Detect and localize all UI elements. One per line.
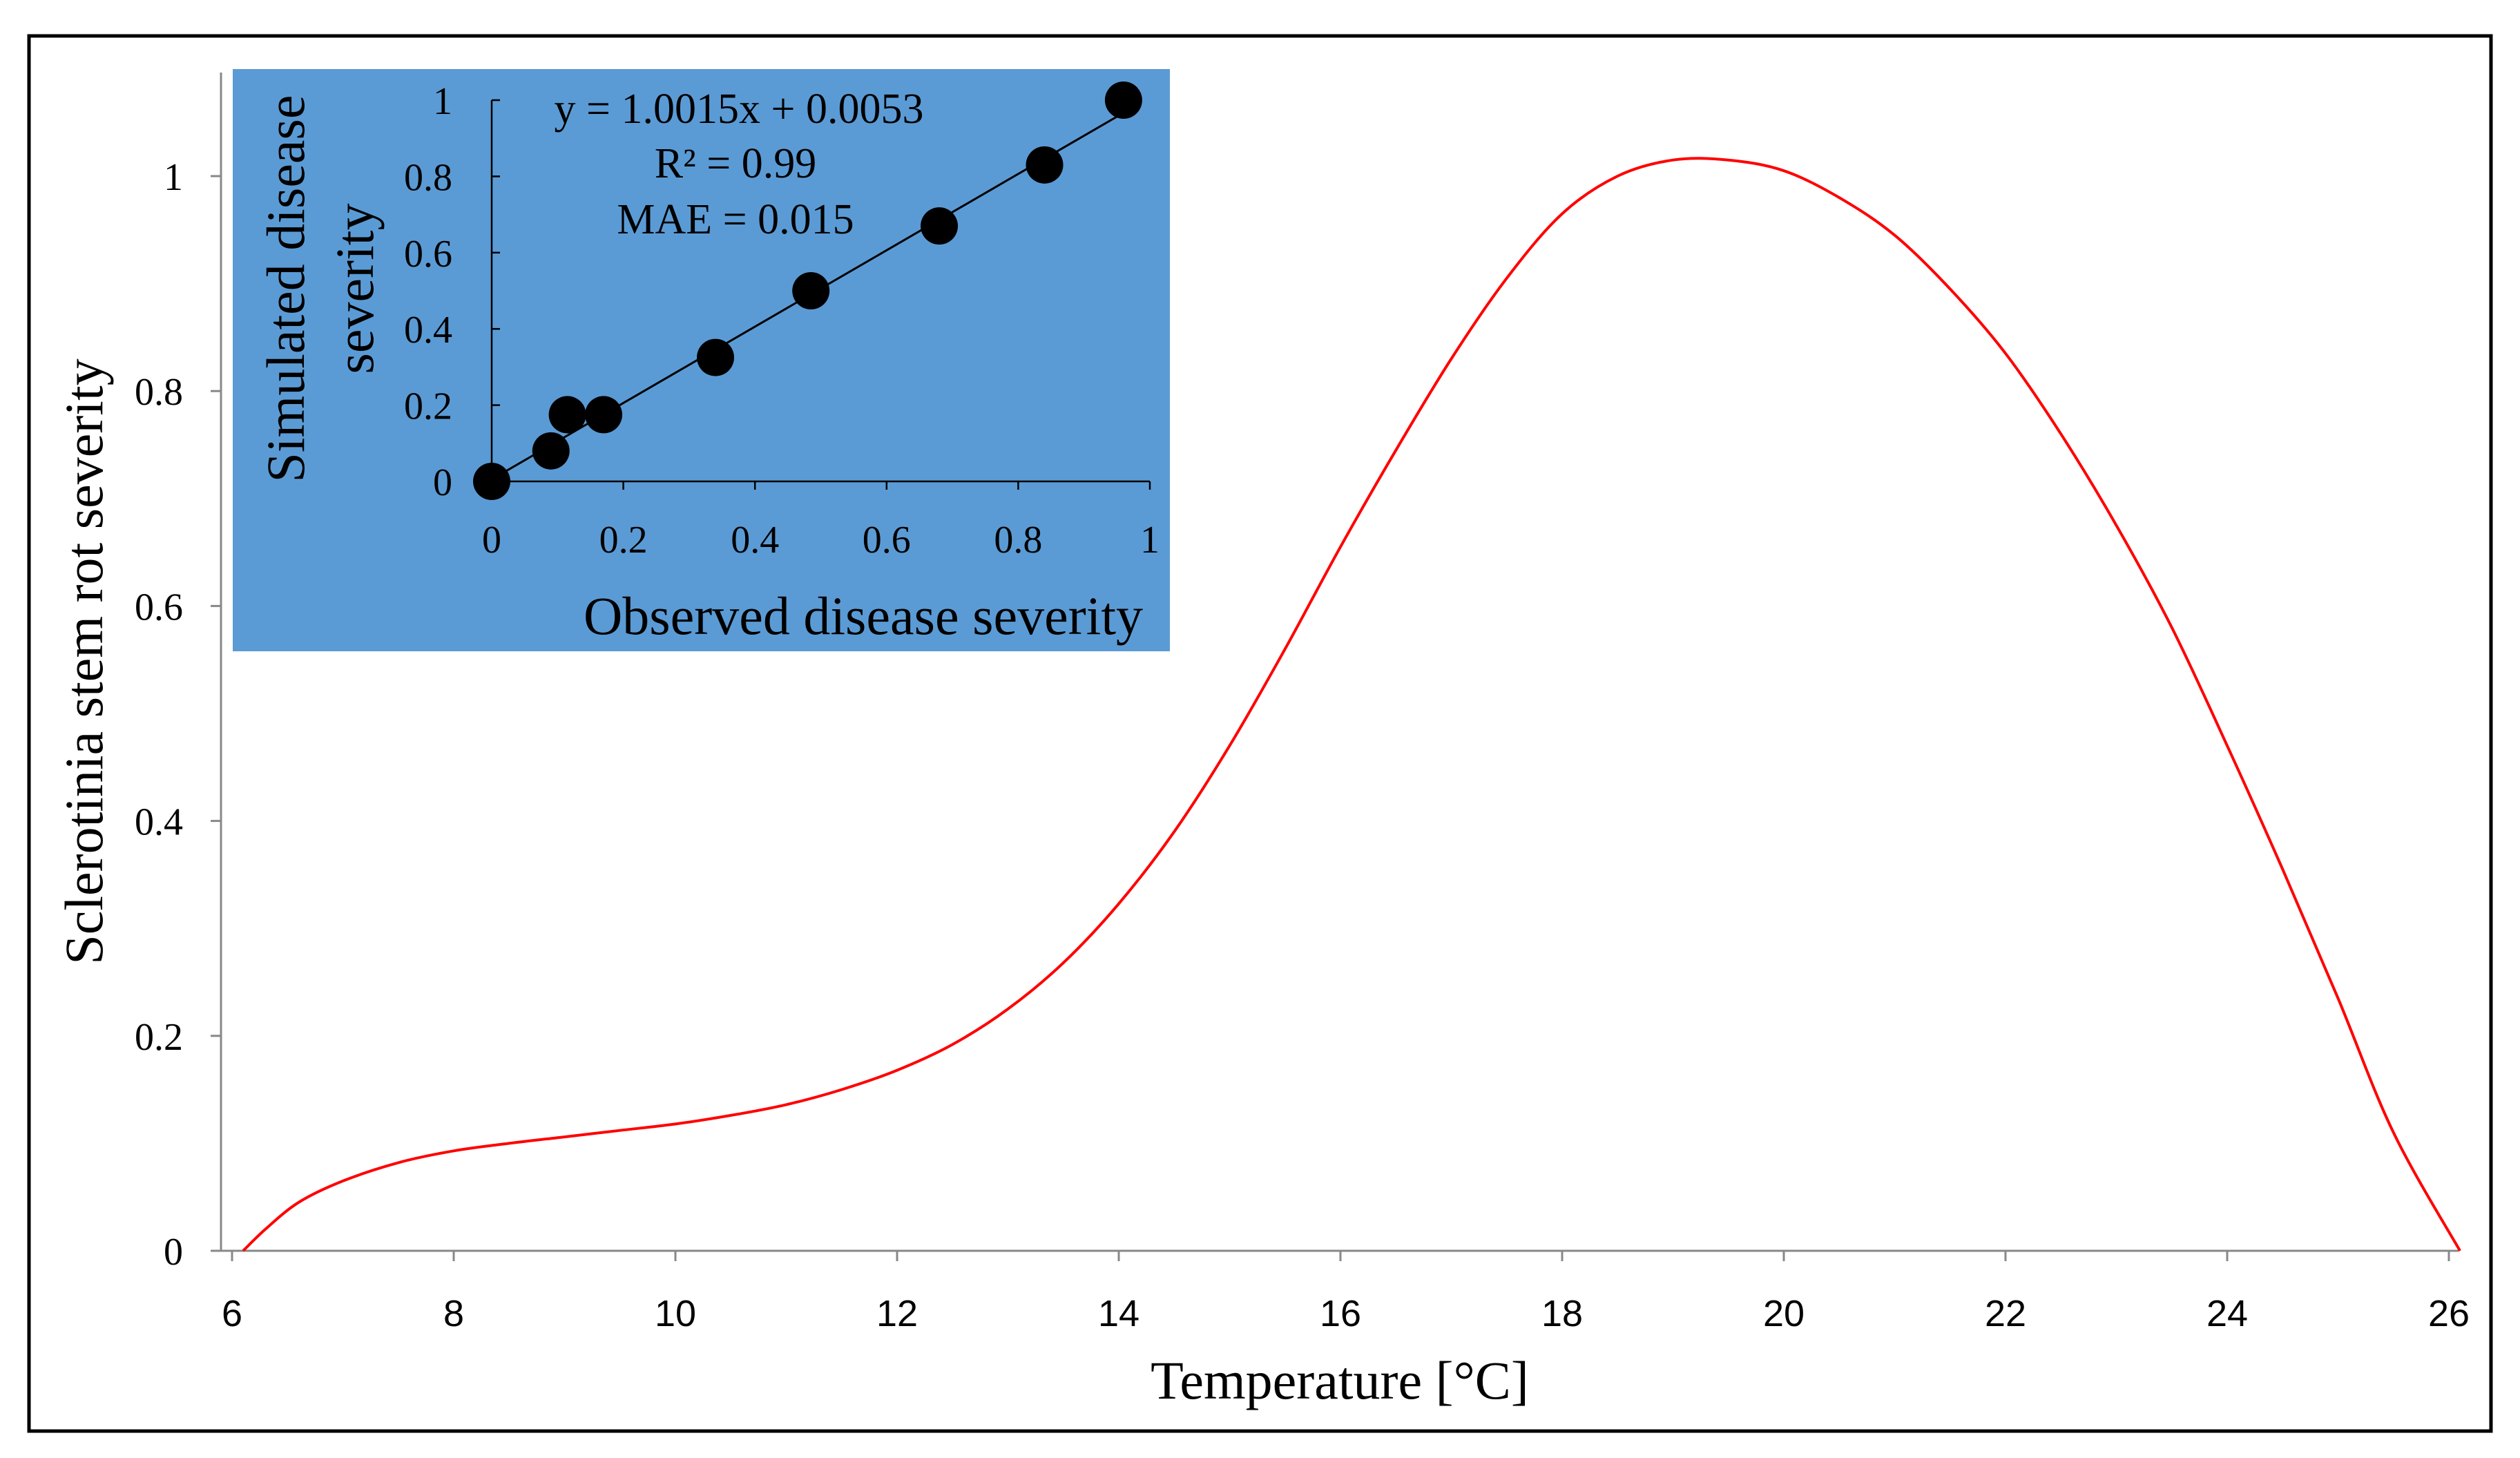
inset-data-point xyxy=(1104,81,1142,119)
inset-data-point xyxy=(585,396,623,434)
inset-chart: 0 0.2 0.4 0.6 0.8 1 0 0.2 0.4 0.6 0.8 1 y = 1.0015… xyxy=(233,69,1170,651)
main-x-axis-title: Temperature [°C] xyxy=(1151,1350,1529,1410)
inset-x-tick-label: 1 xyxy=(1140,519,1160,562)
main-x-tick-label: 12 xyxy=(876,1293,918,1334)
inset-data-point xyxy=(697,338,735,376)
inset-y-axis-title-line2: severity xyxy=(325,204,385,374)
inset-x-tick-label: 0 xyxy=(482,519,501,562)
main-y-axis-title: Sclerotinia stem rot severity xyxy=(54,358,114,964)
inset-x-tick-label: 0.4 xyxy=(731,519,779,562)
inset-x-tick-label: 0.6 xyxy=(863,519,911,562)
main-chart: 00.20.40.60.81 6 8 10 12 14 16 18 20 22 24 26 Temp… xyxy=(54,73,2470,1410)
main-x-tick-label: 10 xyxy=(655,1293,696,1334)
r-squared-label: R² = 0.99 xyxy=(655,140,816,187)
main-x-tick-label: 20 xyxy=(1763,1293,1805,1334)
inset-y-tick-label: 0 xyxy=(433,461,452,504)
inset-data-point xyxy=(792,272,830,309)
inset-y-axis-title-line1: Simulated disease xyxy=(256,95,316,482)
mae-label: MAE = 0.015 xyxy=(617,196,854,243)
inset-x-axis-title: Observed disease severity xyxy=(584,586,1143,646)
main-x-tick-label: 22 xyxy=(1985,1293,2026,1334)
main-y-tick-label: 0.8 xyxy=(135,371,183,414)
severity-curve xyxy=(242,157,2461,1252)
main-y-tick-label: 1 xyxy=(164,156,183,199)
inset-data-point xyxy=(921,207,959,245)
inset-y-tick-label: 0.6 xyxy=(404,233,452,276)
inset-y-tick-label: 1 xyxy=(433,80,452,123)
main-x-tick-label: 26 xyxy=(2428,1293,2470,1334)
main-x-tick-label: 16 xyxy=(1320,1293,1361,1334)
main-x-tick-label: 14 xyxy=(1098,1293,1139,1334)
main-y-tick-label: 0.2 xyxy=(135,1016,183,1059)
inset-data-point xyxy=(548,396,586,434)
regression-equation: y = 1.0015x + 0.0053 xyxy=(555,86,924,133)
inset-y-tick-label: 0.8 xyxy=(404,156,452,199)
main-y-tick-label: 0.6 xyxy=(135,586,183,629)
inset-data-point xyxy=(473,463,510,500)
main-x-tick-label: 24 xyxy=(2206,1293,2248,1334)
main-x-tick-label: 8 xyxy=(443,1293,464,1334)
main-y-tick-label: 0 xyxy=(164,1231,183,1274)
inset-data-point xyxy=(532,432,570,470)
inset-y-tick-label: 0.2 xyxy=(404,385,452,428)
inset-x-tick-label: 0.2 xyxy=(599,519,648,562)
main-x-tick-label: 6 xyxy=(222,1293,242,1334)
inset-data-point xyxy=(1026,146,1064,184)
main-y-tick-label: 0.4 xyxy=(135,801,183,844)
inset-y-tick-label: 0.4 xyxy=(404,309,452,352)
inset-x-tick-label: 0.8 xyxy=(994,519,1042,562)
main-x-tick-label: 18 xyxy=(1541,1293,1583,1334)
